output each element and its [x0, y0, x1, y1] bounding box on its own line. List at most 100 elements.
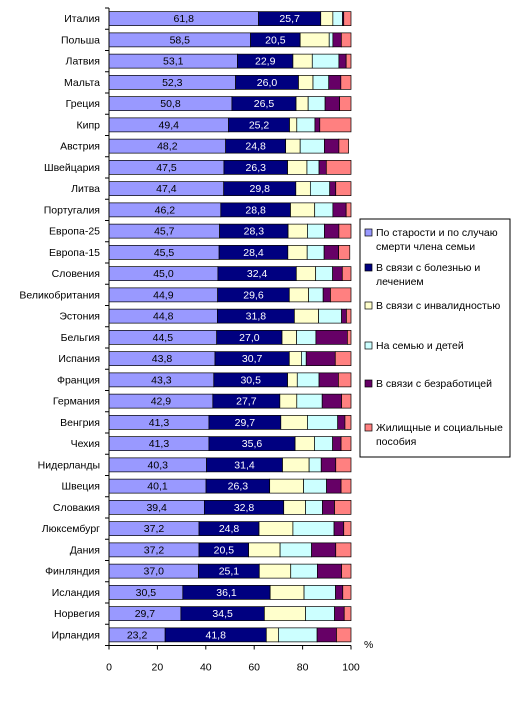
bar-segment-s3	[287, 223, 308, 239]
bar-segment-s4	[312, 75, 330, 90]
data-label: 32,8	[234, 502, 255, 514]
bar-segment-s6	[338, 372, 352, 388]
category-label: Финляндия	[45, 566, 100, 578]
bar-segment-s3	[288, 351, 302, 366]
bar-segment-s5	[324, 223, 340, 239]
legend-label: По старости и по случаю смерти члена семь…	[376, 227, 498, 253]
bar-segment-s6	[342, 585, 352, 600]
x-tick-label: 0	[106, 662, 112, 674]
bar-segment-s6	[343, 606, 352, 621]
bar-segment-s5	[328, 75, 342, 90]
data-label: 30,7	[242, 353, 263, 365]
bar-segment-s5	[332, 32, 342, 48]
bar-segment-s6	[340, 478, 352, 494]
data-label: 45,7	[154, 226, 175, 238]
category-label: Эстония	[59, 311, 100, 323]
data-label: 30,5	[240, 374, 261, 386]
bar-segment-s6	[339, 96, 352, 111]
bar-segment-s5	[333, 521, 345, 536]
bar-segment-s5	[321, 393, 342, 409]
data-label: 27,7	[236, 396, 257, 408]
data-label: 44,9	[153, 289, 174, 301]
bar-segment-s6	[338, 138, 349, 154]
data-label: 41,3	[149, 438, 170, 450]
bar-segment-s5	[314, 117, 321, 133]
bar-segment-s4	[296, 330, 317, 345]
bar-segment-s6	[341, 563, 352, 579]
category-label: Ирландия	[52, 629, 100, 641]
legend-label: На семью и детей	[376, 340, 464, 352]
category-label: Словакия	[53, 502, 100, 514]
x-axis: 0 20 40 60 80 100	[106, 645, 360, 674]
data-label: 43,8	[152, 353, 173, 365]
bar-segment-s6	[343, 521, 352, 536]
bar-segment-s6	[335, 181, 352, 196]
x-tick-label: 40	[200, 662, 212, 674]
data-label: 53,1	[163, 56, 184, 68]
data-label: 45,5	[154, 247, 175, 259]
bar-segment-s5	[324, 96, 340, 111]
bar-segment-s5	[337, 415, 346, 430]
category-label: Нидерланды	[38, 459, 100, 471]
bar-segment-s5	[334, 606, 345, 621]
category-label: Чехия	[71, 438, 100, 450]
x-tick-label: 20	[152, 662, 164, 674]
bar-segment-s4	[318, 308, 342, 324]
bar-segment-s6	[334, 500, 352, 515]
bar-segment-s4	[314, 436, 333, 451]
bar-segment-s4	[315, 266, 333, 281]
data-label: 28,4	[243, 247, 264, 259]
data-label: 61,8	[174, 13, 195, 25]
bar-segment-s4	[332, 11, 343, 26]
bar-segment-s5	[332, 202, 347, 218]
bar-segment-s4	[307, 96, 326, 111]
bar-segment-s5	[332, 436, 342, 451]
data-label: 34,5	[212, 608, 233, 620]
bar-segment-s3	[265, 627, 279, 643]
bar-segment-s3	[264, 606, 306, 621]
category-label: Исландия	[52, 587, 100, 599]
bar-segment-s3	[283, 500, 306, 515]
bar-segment-s5	[318, 160, 327, 175]
bar-segment-s4	[309, 181, 331, 196]
data-label: 32,4	[247, 268, 268, 280]
bar-segment-s4	[296, 393, 323, 409]
category-label: Норвегия	[54, 608, 100, 620]
data-label: 29,8	[250, 183, 271, 195]
legend-box	[359, 218, 511, 458]
bar-segment-s4	[307, 415, 339, 430]
bar-segment-s5	[311, 542, 337, 558]
bar-segment-s4	[278, 627, 318, 643]
data-label: 44,5	[153, 332, 174, 344]
bar-segment-s6	[343, 11, 352, 26]
category-label: Мальта	[64, 77, 100, 89]
bar-segment-s3	[281, 330, 297, 345]
data-label: 36,1	[216, 587, 237, 599]
bar-segment-s3	[288, 287, 310, 303]
data-label: 40,1	[147, 481, 168, 493]
bar-segment-s3	[279, 393, 298, 409]
legend-swatch	[364, 301, 373, 310]
bar-segment-s3	[290, 202, 316, 218]
bar-segment-s3	[287, 160, 308, 175]
bar-segment-s4	[308, 457, 322, 473]
bar-segment-s3	[258, 563, 292, 579]
bar-segment-s4	[279, 542, 312, 558]
bar-segment-s6	[344, 415, 352, 430]
category-label: Кипр	[76, 119, 100, 131]
bar-segment-s6	[325, 160, 352, 175]
data-label: 47,4	[156, 183, 177, 195]
legend-swatch	[364, 423, 373, 432]
bar-segment-s3	[292, 53, 313, 69]
data-label: 24,8	[219, 523, 240, 535]
category-label: Латвия	[66, 56, 100, 68]
category-label: Люксембург	[42, 523, 100, 535]
bar-segment-s5	[332, 266, 343, 281]
data-label: 49,4	[159, 119, 180, 131]
bar-segment-s3	[320, 11, 334, 26]
bar-segment-s4	[308, 287, 324, 303]
data-label: 44,8	[153, 311, 174, 323]
bar-segment-s6	[336, 627, 352, 643]
data-label: 40,3	[148, 459, 169, 471]
legend-swatch	[364, 341, 373, 350]
